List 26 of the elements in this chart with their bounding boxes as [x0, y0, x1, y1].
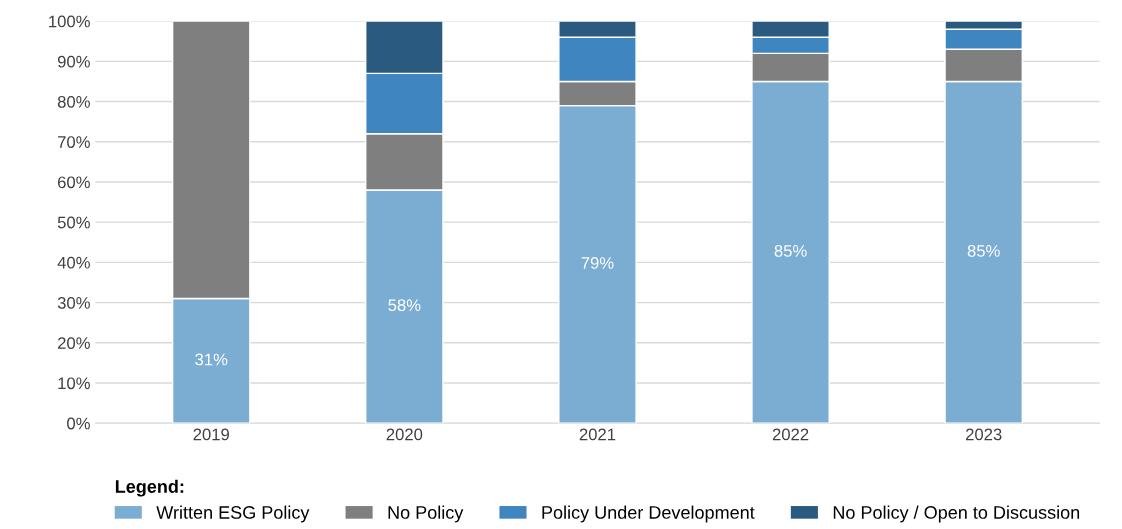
y-tick-label: 30%: [57, 296, 90, 309]
legend-label: No Policy / Open to Discussion: [833, 505, 1080, 523]
y-tick-label: 60%: [58, 176, 90, 189]
y-tick-label: 20%: [57, 337, 90, 349]
y-tick-label: 10%: [58, 377, 90, 390]
x-tick-label: 2019: [193, 428, 229, 441]
x-tick-label: 2020: [386, 428, 423, 441]
y-tick-label: 0%: [67, 417, 90, 430]
legend-label: No Policy: [388, 505, 464, 523]
data-label: 58%: [388, 299, 421, 312]
y-tick-label: 100%: [49, 15, 90, 28]
legend-title: Legend:: [115, 479, 184, 497]
data-label: 85%: [967, 245, 1000, 257]
y-tick-label: 80%: [57, 95, 90, 108]
x-tick-label: 2022: [772, 428, 809, 441]
data-label: 79%: [581, 257, 614, 269]
legend-label: Written ESG Policy: [156, 505, 310, 523]
x-tick-label: 2021: [579, 428, 616, 441]
data-label: 31%: [195, 353, 228, 366]
legend-label: Policy Under Development: [542, 505, 755, 523]
data-label: 85%: [774, 245, 807, 257]
y-tick-label: 50%: [57, 216, 90, 229]
y-tick-label: 70%: [58, 136, 90, 148]
y-tick-label: 90%: [57, 55, 90, 68]
x-tick-label: 2023: [965, 428, 1002, 441]
y-tick-label: 40%: [57, 256, 90, 269]
